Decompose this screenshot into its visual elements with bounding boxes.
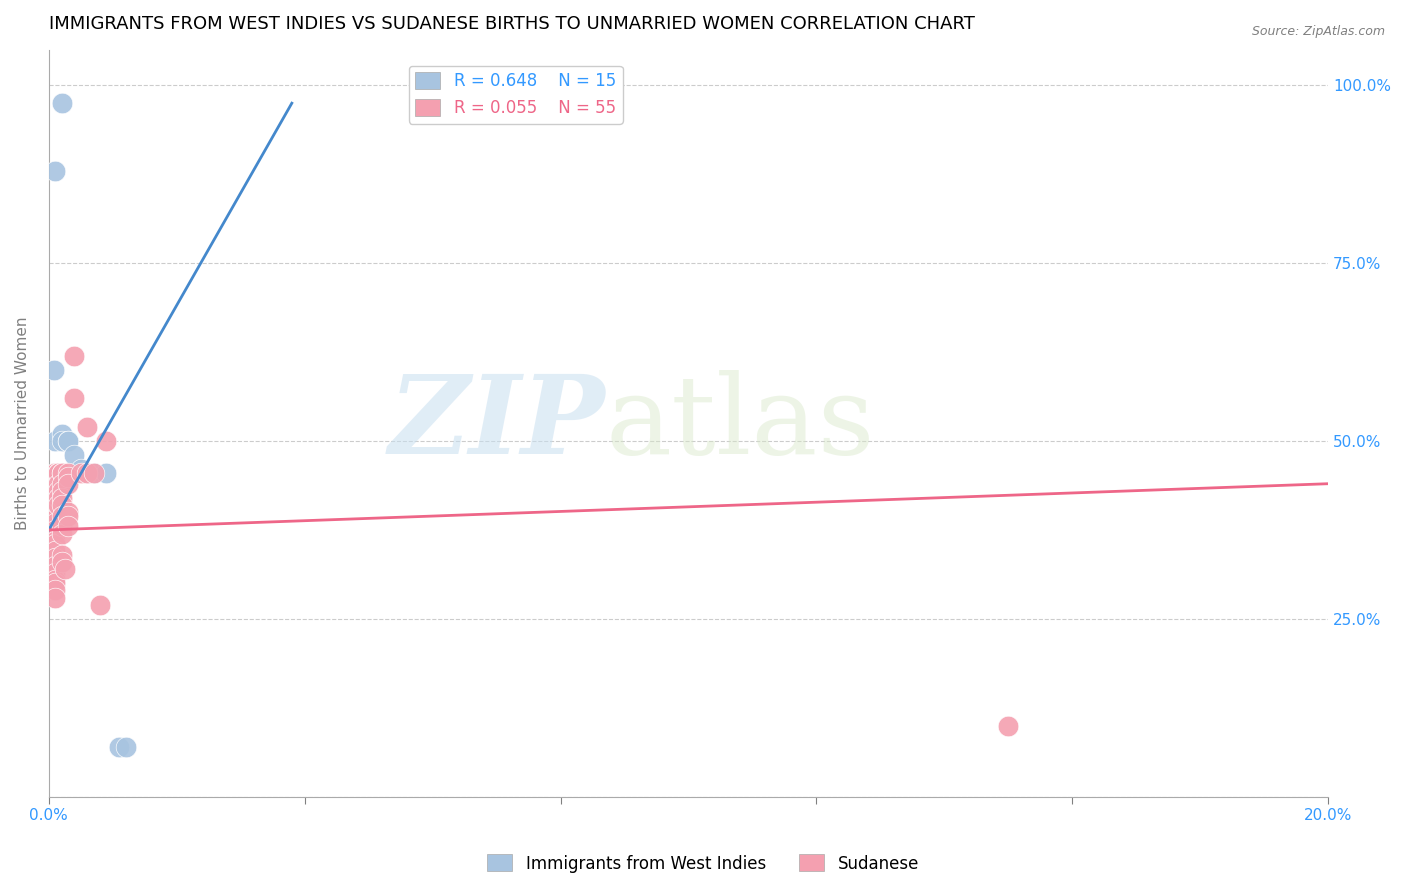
Point bbox=[51, 466, 73, 480]
Point bbox=[997, 718, 1019, 732]
Point bbox=[51, 466, 73, 480]
Point bbox=[108, 739, 131, 754]
Point bbox=[56, 505, 79, 519]
Point bbox=[46, 466, 69, 480]
Point bbox=[44, 466, 66, 480]
Point bbox=[44, 163, 66, 178]
Point bbox=[46, 466, 69, 480]
Point bbox=[114, 739, 136, 754]
Point bbox=[76, 466, 98, 480]
Point bbox=[44, 466, 66, 480]
Point bbox=[56, 466, 79, 480]
Point bbox=[44, 491, 66, 505]
Point bbox=[44, 537, 66, 551]
Point bbox=[51, 96, 73, 111]
Point bbox=[44, 526, 66, 541]
Point bbox=[76, 466, 98, 480]
Point bbox=[56, 434, 79, 448]
Point bbox=[51, 519, 73, 533]
Point bbox=[83, 466, 105, 480]
Point bbox=[44, 516, 66, 530]
Point bbox=[51, 498, 73, 512]
Point bbox=[56, 434, 79, 448]
Point bbox=[56, 469, 79, 483]
Point bbox=[89, 598, 111, 612]
Point bbox=[44, 434, 66, 448]
Point bbox=[96, 466, 118, 480]
Point bbox=[44, 483, 66, 498]
Point bbox=[46, 498, 69, 512]
Point bbox=[56, 519, 79, 533]
Point bbox=[44, 566, 66, 580]
Point bbox=[76, 419, 98, 434]
Point bbox=[46, 483, 69, 498]
Point bbox=[44, 544, 66, 558]
Text: ZIP: ZIP bbox=[388, 369, 606, 477]
Point bbox=[63, 392, 86, 406]
Text: atlas: atlas bbox=[606, 370, 875, 476]
Point bbox=[96, 434, 118, 448]
Point bbox=[51, 555, 73, 569]
Point bbox=[44, 558, 66, 573]
Point bbox=[63, 448, 86, 462]
Point bbox=[44, 591, 66, 605]
Point bbox=[44, 583, 66, 598]
Point bbox=[51, 483, 73, 498]
Point bbox=[46, 466, 69, 480]
Point bbox=[46, 491, 69, 505]
Point bbox=[83, 466, 105, 480]
Point bbox=[42, 363, 65, 377]
Point bbox=[44, 512, 66, 526]
Point bbox=[44, 533, 66, 548]
Point bbox=[51, 548, 73, 562]
Point bbox=[51, 426, 73, 441]
Point bbox=[63, 349, 86, 363]
Point bbox=[44, 498, 66, 512]
Point bbox=[51, 526, 73, 541]
Point bbox=[44, 466, 66, 480]
Point bbox=[51, 476, 73, 491]
Point bbox=[56, 476, 79, 491]
Point bbox=[69, 466, 91, 480]
Legend: Immigrants from West Indies, Sudanese: Immigrants from West Indies, Sudanese bbox=[481, 847, 925, 880]
Text: Source: ZipAtlas.com: Source: ZipAtlas.com bbox=[1251, 25, 1385, 38]
Point bbox=[69, 462, 91, 476]
Point bbox=[44, 551, 66, 566]
Point bbox=[46, 476, 69, 491]
Point bbox=[51, 508, 73, 523]
Point bbox=[44, 523, 66, 537]
Point bbox=[56, 508, 79, 523]
Text: IMMIGRANTS FROM WEST INDIES VS SUDANESE BIRTHS TO UNMARRIED WOMEN CORRELATION CH: IMMIGRANTS FROM WEST INDIES VS SUDANESE … bbox=[49, 15, 974, 33]
Point bbox=[51, 491, 73, 505]
Point bbox=[51, 434, 73, 448]
Y-axis label: Births to Unmarried Women: Births to Unmarried Women bbox=[15, 317, 30, 530]
Point bbox=[53, 562, 76, 576]
Point bbox=[44, 573, 66, 587]
Legend: R = 0.648    N = 15, R = 0.055    N = 55: R = 0.648 N = 15, R = 0.055 N = 55 bbox=[409, 66, 623, 124]
Point bbox=[44, 505, 66, 519]
Point bbox=[44, 576, 66, 591]
